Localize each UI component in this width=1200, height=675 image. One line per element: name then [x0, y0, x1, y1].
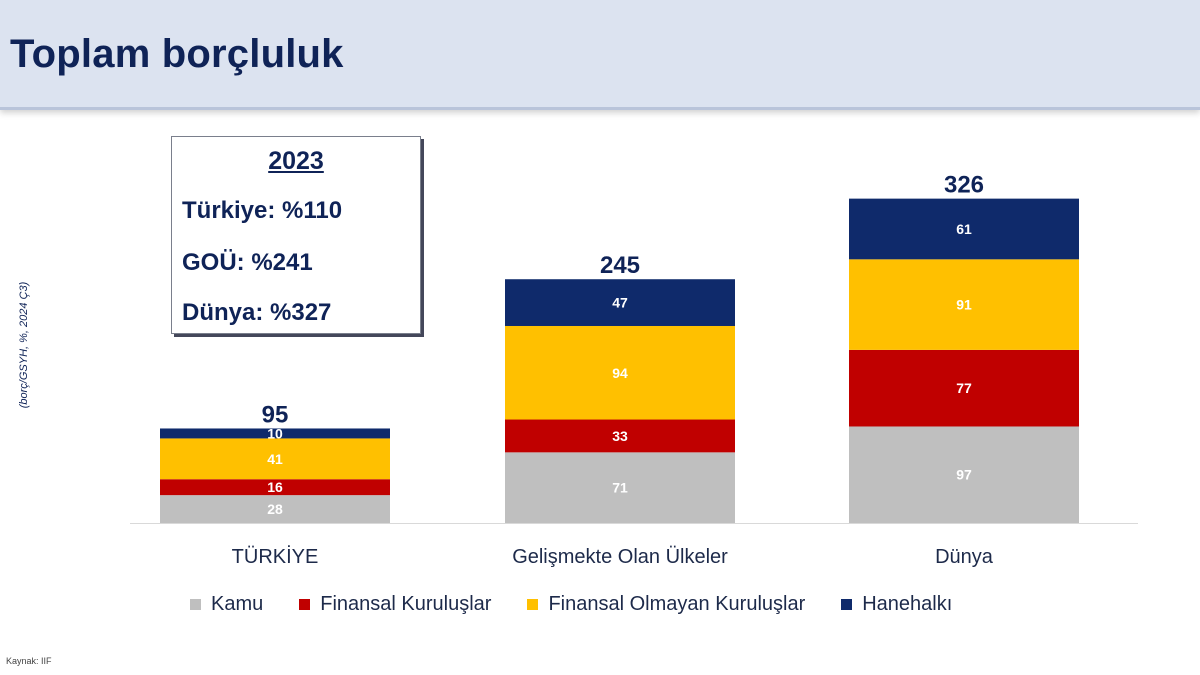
info-line-gou: GOÜ: %241 — [182, 249, 313, 276]
bar-segment-hanehalki — [160, 428, 390, 439]
data-label-hanehalki: 61 — [956, 221, 972, 237]
page-title: Toplam borçluluk — [10, 32, 344, 76]
category-label: Dünya — [935, 546, 994, 568]
bar-segment-hanehalki — [849, 198, 1079, 260]
legend-label-finansal-olmayan: Finansal Olmayan Kuruluşlar — [548, 592, 806, 615]
legend-label-finansal: Finansal Kuruluşlar — [320, 592, 492, 615]
bar-segment-kamu — [505, 452, 735, 523]
bar-segment-finansal — [160, 479, 390, 496]
bar-segment-hanehalki — [505, 279, 735, 326]
legend-label-hanehalki: Hanehalkı — [862, 592, 953, 615]
bar-segment-kamu — [160, 495, 390, 523]
data-label-finansal: 77 — [956, 380, 972, 396]
bar-segment-finansal — [849, 349, 1079, 427]
info-line-turkiye: Türkiye: %110 — [182, 197, 343, 224]
legend-item-kamu: Kamu — [190, 593, 263, 616]
bar-segment-finansal-olmayan — [160, 438, 390, 480]
data-label-finansal: 16 — [267, 479, 283, 495]
total-label: 245 — [600, 252, 640, 279]
data-label-finansal-olmayan: 91 — [956, 297, 972, 313]
legend: Kamu Finansal Kuruluşlar Finansal Olmaya… — [190, 592, 988, 616]
info-box-year: 2023 — [268, 147, 324, 175]
legend-swatch-finansal-olmayan — [527, 598, 539, 610]
legend-label-kamu: Kamu — [211, 592, 264, 615]
data-label-hanehalki: 47 — [612, 295, 628, 311]
category-label: Gelişmekte Olan Ülkeler — [512, 546, 728, 568]
title-banner: Toplam borçluluk — [0, 0, 1200, 110]
data-label-finansal-olmayan: 94 — [612, 365, 628, 381]
bar-segment-finansal-olmayan — [505, 325, 735, 420]
data-label-finansal: 33 — [612, 428, 628, 444]
bar-segment-finansal-olmayan — [849, 259, 1079, 350]
legend-swatch-finansal — [299, 598, 311, 610]
data-label-kamu: 28 — [267, 501, 283, 517]
total-label: 95 — [262, 401, 289, 428]
info-line-dunya: Dünya: %327 — [182, 299, 332, 326]
y-axis-note: (borç/GSYH, %, 2024 Ç3) — [18, 281, 30, 409]
category-label: TÜRKİYE — [232, 545, 319, 568]
legend-item-hanehalki: Hanehalkı — [841, 593, 952, 616]
data-label-finansal-olmayan: 41 — [267, 451, 283, 467]
legend-swatch-hanehalki — [841, 598, 853, 610]
legend-item-finansal-olmayan: Finansal Olmayan Kuruluşlar — [527, 593, 805, 616]
total-label: 326 — [944, 172, 984, 199]
data-label-hanehalki: 10 — [267, 425, 283, 441]
data-label-kamu: 97 — [956, 467, 972, 483]
data-label-kamu: 71 — [612, 480, 628, 496]
info-box: 2023 Türkiye: %110 GOÜ: %241 Dünya: %327 — [171, 136, 421, 334]
bar-segment-kamu — [849, 426, 1079, 523]
bar-segment-finansal — [505, 419, 735, 453]
legend-swatch-kamu — [190, 598, 201, 610]
source-note: Kaynak: IIF — [6, 656, 52, 666]
legend-item-finansal: Finansal Kuruluşlar — [299, 593, 491, 616]
